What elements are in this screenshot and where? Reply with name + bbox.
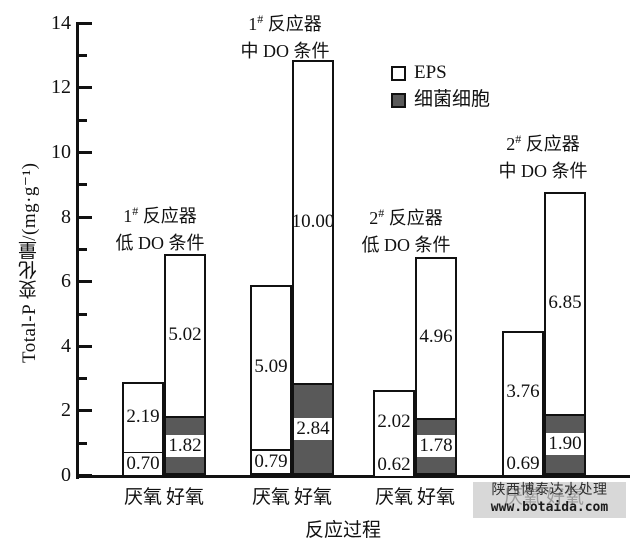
x-category-label: 厌氧 xyxy=(123,487,162,508)
bar-segment-eps xyxy=(502,331,544,453)
group-annotation: 1# 反应器低 DO 条件 xyxy=(115,204,205,253)
y-tick-label: 0 xyxy=(61,464,71,486)
y-minor-tick xyxy=(79,54,87,58)
eps-value-label: 4.96 xyxy=(419,326,453,348)
eps-value-label: 5.02 xyxy=(168,324,202,346)
bacteria-value-label: 1.82 xyxy=(166,434,204,457)
legend-label-bacteria: 细菌细胞 xyxy=(414,89,491,110)
legend-item-eps: EPS xyxy=(391,62,490,84)
eps-value-label: 2.02 xyxy=(377,411,411,433)
y-major-tick xyxy=(79,280,92,284)
legend-item-bacteria: 细菌细胞 xyxy=(391,89,490,111)
group-annotation: 1# 反应器中 DO 条件 xyxy=(240,12,330,61)
y-tick-label: 12 xyxy=(51,76,71,99)
eps-value-label: 3.76 xyxy=(506,380,540,402)
y-minor-tick xyxy=(79,247,87,251)
bar-segment-eps xyxy=(373,389,415,455)
watermark-url: www.botaida.com xyxy=(490,500,609,515)
bacteria-value-label: 0.69 xyxy=(504,452,542,475)
eps-swatch-icon xyxy=(391,65,406,81)
bacteria-value-label: 1.78 xyxy=(417,435,455,458)
x-category-label: 好氧 xyxy=(165,487,204,508)
y-major-tick xyxy=(79,215,92,219)
legend-label-eps: EPS xyxy=(414,62,447,83)
watermark-text: 陕西博泰达水处理 xyxy=(491,483,608,498)
x-category-label: 好氧 xyxy=(293,487,332,508)
y-tick-label: 6 xyxy=(61,270,71,293)
x-category-label: 厌氧 xyxy=(374,487,413,508)
watermark: 陕西博泰达水处理 www.botaida.com xyxy=(473,482,626,518)
bacteria-swatch-icon xyxy=(391,92,406,108)
y-major-tick xyxy=(79,151,92,154)
eps-value-label: 6.85 xyxy=(548,292,582,313)
x-category-label: 厌氧 xyxy=(251,487,290,508)
y-minor-tick xyxy=(79,183,87,187)
bar-segment-eps xyxy=(250,285,292,450)
bar-segment-eps xyxy=(415,257,457,418)
bar-segment-eps xyxy=(544,192,586,414)
y-minor-tick xyxy=(79,312,87,316)
y-tick-label: 4 xyxy=(61,334,71,357)
y-major-tick xyxy=(79,474,92,477)
eps-value-label: 10.00 xyxy=(291,210,335,232)
y-tick-label: 10 xyxy=(51,141,71,163)
eps-value-label: 5.09 xyxy=(254,356,288,378)
legend: EPS 细菌细胞 xyxy=(391,62,490,116)
y-tick-label: 14 xyxy=(51,11,71,34)
y-minor-tick xyxy=(79,377,87,381)
bar-segment-eps xyxy=(122,381,164,453)
x-category-label: 好氧 xyxy=(416,487,455,508)
y-major-tick xyxy=(79,86,92,90)
bar-segment-eps xyxy=(292,60,334,384)
x-axis-line xyxy=(76,475,630,478)
watermark-background xyxy=(473,482,626,518)
bar-segment-eps xyxy=(164,254,206,417)
bacteria-value-label: 0.70 xyxy=(124,452,162,475)
group-annotation: 2# 反应器低 DO 条件 xyxy=(361,206,451,255)
y-axis-line xyxy=(76,21,79,479)
y-tick-label: 8 xyxy=(61,205,71,228)
group-annotation: 2# 反应器中 DO 条件 xyxy=(498,132,588,181)
x-axis-title: 反应过程 xyxy=(304,520,381,541)
y-major-tick xyxy=(79,409,92,413)
y-minor-tick xyxy=(79,118,87,122)
bacteria-value-label: 1.90 xyxy=(546,433,584,456)
eps-value-label: 2.19 xyxy=(126,406,160,428)
bacteria-value-label: 0.79 xyxy=(252,451,290,474)
y-tick-label: 2 xyxy=(61,399,71,422)
y-major-tick xyxy=(79,344,92,348)
bacteria-value-label: 0.62 xyxy=(375,453,413,476)
y-minor-tick xyxy=(79,441,87,445)
y-major-tick xyxy=(79,21,92,25)
bacteria-value-label: 2.84 xyxy=(294,418,332,441)
